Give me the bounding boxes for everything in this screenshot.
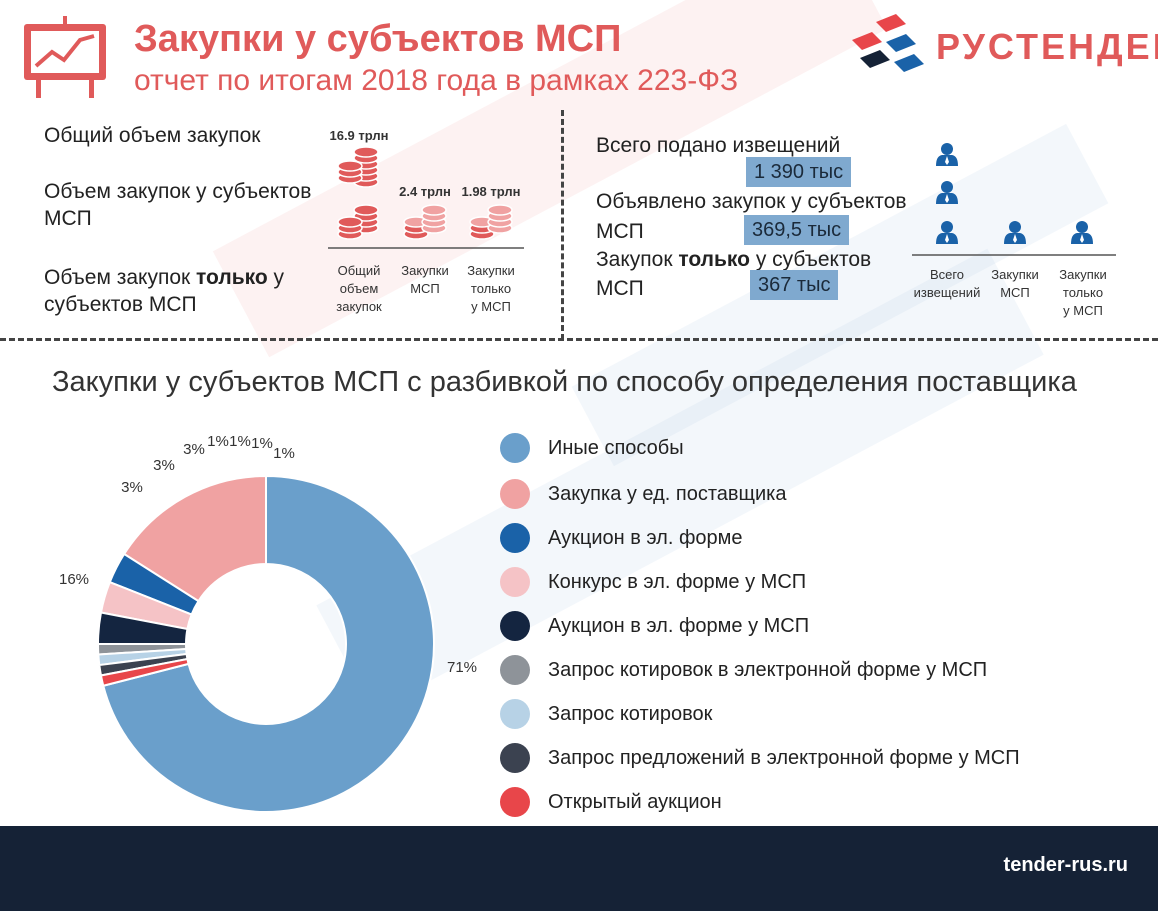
volume-label-only-msp: Объем закупок только у субъектов МСП: [44, 266, 285, 316]
legend-swatch: [500, 567, 530, 597]
slice-label: 3%: [153, 457, 175, 474]
axis-label-only-msp: Закупки только у МСП: [467, 263, 515, 314]
volume-label-msp: Объем закупок у субъектов МСП: [44, 180, 312, 230]
legend-swatch: [500, 699, 530, 729]
coin-stack-total-icon: [337, 146, 379, 240]
brand-name: РУСТЕНДЕР: [936, 26, 1158, 67]
legend-swatch: [500, 611, 530, 641]
person-icons: [912, 143, 1116, 256]
donut-slice: [102, 474, 435, 813]
brand-logo-icon: [852, 14, 924, 72]
legend-swatch: [500, 743, 530, 773]
value-total: 16.9 трлн: [329, 128, 389, 143]
legend-label: Запрос котировок: [548, 702, 713, 725]
donut-chart: 71%16%3%3%3% 1% 1% 1%1%: [59, 433, 477, 813]
coin-stacks: [328, 146, 524, 249]
person-icon: [936, 221, 958, 244]
notice-value-total: 1 390 тыс: [746, 157, 852, 187]
donut-slice: [122, 474, 267, 603]
legend-item: Запрос котировок: [500, 698, 712, 730]
horizontal-divider: [0, 338, 1158, 341]
donut-slice: [99, 580, 193, 631]
notice-axis-only-msp: Закупки только у МСП: [1059, 267, 1107, 318]
donut-slice: [108, 552, 200, 616]
donut-slice: [99, 657, 190, 687]
page-title: Закупки у субъектов МСП: [134, 18, 622, 60]
slice-label: 1%: [229, 433, 251, 450]
legend-swatch: [500, 479, 530, 509]
legend-item: Аукцион в эл. форме: [500, 522, 743, 554]
legend-label: Аукцион в эл. форме: [548, 526, 743, 549]
slice-label: 3%: [183, 441, 205, 458]
legend-swatch: [500, 433, 530, 463]
legend-label: Запрос предложений в электронной форме у…: [548, 746, 1020, 769]
footer-link[interactable]: tender-rus.ru: [1003, 854, 1128, 876]
notice-label-msp-2: МСП: [596, 220, 644, 243]
person-icon: [936, 181, 958, 204]
legend-item: Аукцион в эл. форме у МСП: [500, 610, 809, 642]
legend-label: Аукцион в эл. форме у МСП: [548, 614, 810, 637]
legend-item: Конкурс в эл. форме у МСП: [500, 566, 806, 598]
legend-item: Открытый аукцион: [500, 786, 722, 818]
legend-item: Иные способы: [500, 432, 684, 464]
person-icon: [1071, 221, 1093, 244]
slice-label: 71%: [447, 659, 477, 676]
legend-label: Иные способы: [548, 436, 684, 459]
notice-axis-msp: Закупки МСП: [991, 267, 1039, 300]
coin-stack-msp-icon: [403, 204, 447, 240]
legend-label: Конкурс в эл. форме у МСП: [548, 570, 807, 593]
legend-item: Закупка у ед. поставщика: [500, 478, 786, 510]
notice-label-total: Всего подано извещений: [596, 134, 841, 157]
donut-slice: [96, 611, 189, 645]
legend-swatch: [500, 523, 530, 553]
axis-label-msp: Закупки МСП: [401, 263, 449, 296]
slice-label: 1%: [273, 445, 295, 462]
legend-item: Запрос котировок в электронной форме у М…: [500, 654, 987, 686]
legend-label: Закупка у ед. поставщика: [548, 482, 787, 505]
slice-label: 1%: [251, 435, 273, 452]
notice-label-msp: Объявлено закупок у субъектов: [596, 190, 907, 213]
value-msp: 2.4 трлн: [399, 184, 451, 199]
notice-label-only-msp-2: МСП: [596, 277, 644, 300]
vertical-divider: [561, 110, 564, 340]
footer-bar: tender-rus.ru: [0, 826, 1158, 911]
notice-label-only-msp: Закупок только у субъектов: [596, 248, 872, 271]
slice-label: 3%: [121, 479, 143, 496]
presentation-chart-icon: [24, 16, 106, 98]
axis-label-total: Общий объем закупок: [336, 263, 382, 314]
notice-axis-total: Всего извещений: [913, 267, 981, 300]
legend-label: Открытый аукцион: [548, 790, 722, 813]
notice-value-msp: 369,5 тыс: [744, 215, 850, 245]
page-subtitle: отчет по итогам 2018 года в рамках 223-Ф…: [134, 64, 739, 97]
legend-label: Запрос котировок в электронной форме у М…: [548, 658, 988, 681]
legend-item: Запрос предложений в электронной форме у…: [500, 742, 1020, 774]
legend-swatch: [500, 655, 530, 685]
notice-value-only-msp: 367 тыс: [750, 270, 839, 300]
slice-label: 1%: [207, 433, 229, 450]
coin-stack-only-msp-icon: [469, 204, 513, 240]
value-only-msp: 1.98 трлн: [461, 184, 521, 199]
person-icon: [936, 143, 958, 166]
legend-swatch: [500, 787, 530, 817]
volume-label-total: Общий объем закупок: [44, 124, 261, 147]
slice-label: 16%: [59, 571, 89, 588]
chart-title: Закупки у субъектов МСП с разбивкой по с…: [52, 366, 1077, 398]
person-icon: [1004, 221, 1026, 244]
